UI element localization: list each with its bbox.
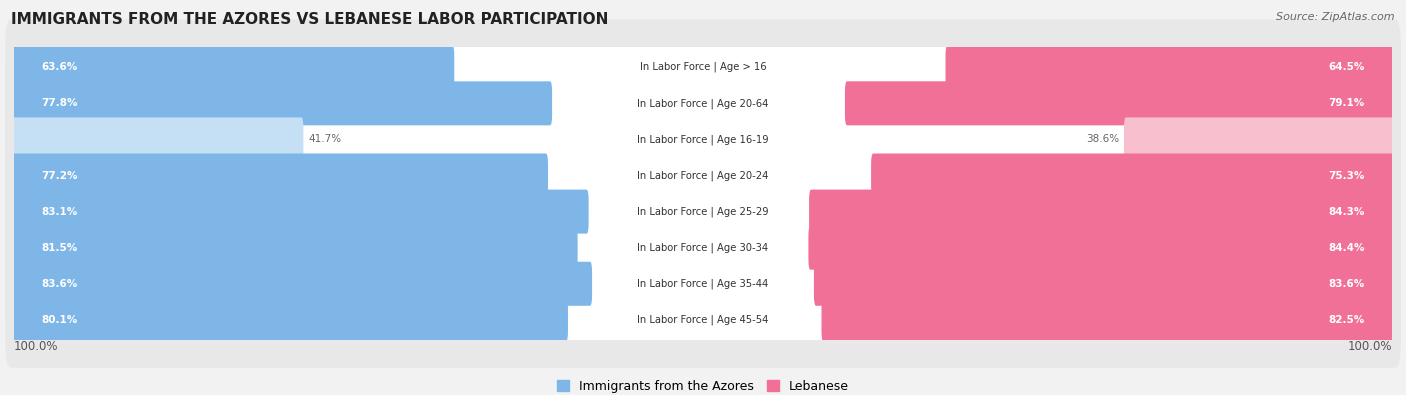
Text: 63.6%: 63.6%: [42, 62, 77, 72]
Text: 83.1%: 83.1%: [42, 207, 77, 216]
FancyBboxPatch shape: [13, 226, 1393, 270]
FancyBboxPatch shape: [13, 262, 1393, 306]
FancyBboxPatch shape: [13, 298, 1393, 342]
Text: 38.6%: 38.6%: [1085, 134, 1119, 145]
Text: 80.1%: 80.1%: [42, 315, 77, 325]
FancyBboxPatch shape: [13, 117, 304, 162]
Text: 81.5%: 81.5%: [42, 243, 77, 253]
Text: 100.0%: 100.0%: [14, 340, 59, 353]
Text: 77.8%: 77.8%: [42, 98, 79, 108]
Text: In Labor Force | Age 45-54: In Labor Force | Age 45-54: [637, 314, 769, 325]
Text: In Labor Force | Age 16-19: In Labor Force | Age 16-19: [637, 134, 769, 145]
Text: 83.6%: 83.6%: [1329, 279, 1364, 289]
FancyBboxPatch shape: [13, 45, 1393, 89]
FancyBboxPatch shape: [808, 226, 1393, 270]
FancyBboxPatch shape: [13, 117, 1393, 162]
FancyBboxPatch shape: [13, 154, 548, 198]
FancyBboxPatch shape: [13, 190, 589, 233]
FancyBboxPatch shape: [13, 226, 578, 270]
FancyBboxPatch shape: [6, 200, 1400, 295]
FancyBboxPatch shape: [945, 45, 1393, 89]
Text: In Labor Force | Age 35-44: In Labor Force | Age 35-44: [637, 278, 769, 289]
FancyBboxPatch shape: [821, 298, 1393, 342]
FancyBboxPatch shape: [808, 190, 1393, 233]
FancyBboxPatch shape: [6, 92, 1400, 187]
Legend: Immigrants from the Azores, Lebanese: Immigrants from the Azores, Lebanese: [551, 375, 855, 395]
Text: 84.3%: 84.3%: [1329, 207, 1364, 216]
Text: 84.4%: 84.4%: [1327, 243, 1364, 253]
FancyBboxPatch shape: [13, 190, 1393, 233]
Text: 77.2%: 77.2%: [42, 171, 79, 181]
Text: 79.1%: 79.1%: [1329, 98, 1364, 108]
FancyBboxPatch shape: [13, 81, 1393, 125]
Text: 82.5%: 82.5%: [1329, 315, 1364, 325]
FancyBboxPatch shape: [13, 81, 553, 125]
FancyBboxPatch shape: [13, 45, 454, 89]
FancyBboxPatch shape: [1123, 117, 1393, 162]
FancyBboxPatch shape: [814, 262, 1393, 306]
FancyBboxPatch shape: [13, 298, 568, 342]
FancyBboxPatch shape: [13, 262, 592, 306]
Text: 100.0%: 100.0%: [1347, 340, 1392, 353]
FancyBboxPatch shape: [845, 81, 1393, 125]
Text: In Labor Force | Age 30-34: In Labor Force | Age 30-34: [637, 243, 769, 253]
Text: In Labor Force | Age 25-29: In Labor Force | Age 25-29: [637, 206, 769, 217]
FancyBboxPatch shape: [872, 154, 1393, 198]
FancyBboxPatch shape: [6, 128, 1400, 224]
Text: In Labor Force | Age > 16: In Labor Force | Age > 16: [640, 62, 766, 73]
Text: 41.7%: 41.7%: [308, 134, 342, 145]
FancyBboxPatch shape: [6, 164, 1400, 260]
FancyBboxPatch shape: [6, 236, 1400, 332]
Text: IMMIGRANTS FROM THE AZORES VS LEBANESE LABOR PARTICIPATION: IMMIGRANTS FROM THE AZORES VS LEBANESE L…: [11, 12, 609, 27]
Text: 64.5%: 64.5%: [1329, 62, 1364, 72]
Text: In Labor Force | Age 20-64: In Labor Force | Age 20-64: [637, 98, 769, 109]
FancyBboxPatch shape: [6, 19, 1400, 115]
Text: Source: ZipAtlas.com: Source: ZipAtlas.com: [1277, 12, 1395, 22]
FancyBboxPatch shape: [13, 154, 1393, 198]
Text: 83.6%: 83.6%: [42, 279, 77, 289]
FancyBboxPatch shape: [6, 55, 1400, 151]
Text: In Labor Force | Age 20-24: In Labor Force | Age 20-24: [637, 170, 769, 181]
FancyBboxPatch shape: [6, 272, 1400, 368]
Text: 75.3%: 75.3%: [1329, 171, 1364, 181]
